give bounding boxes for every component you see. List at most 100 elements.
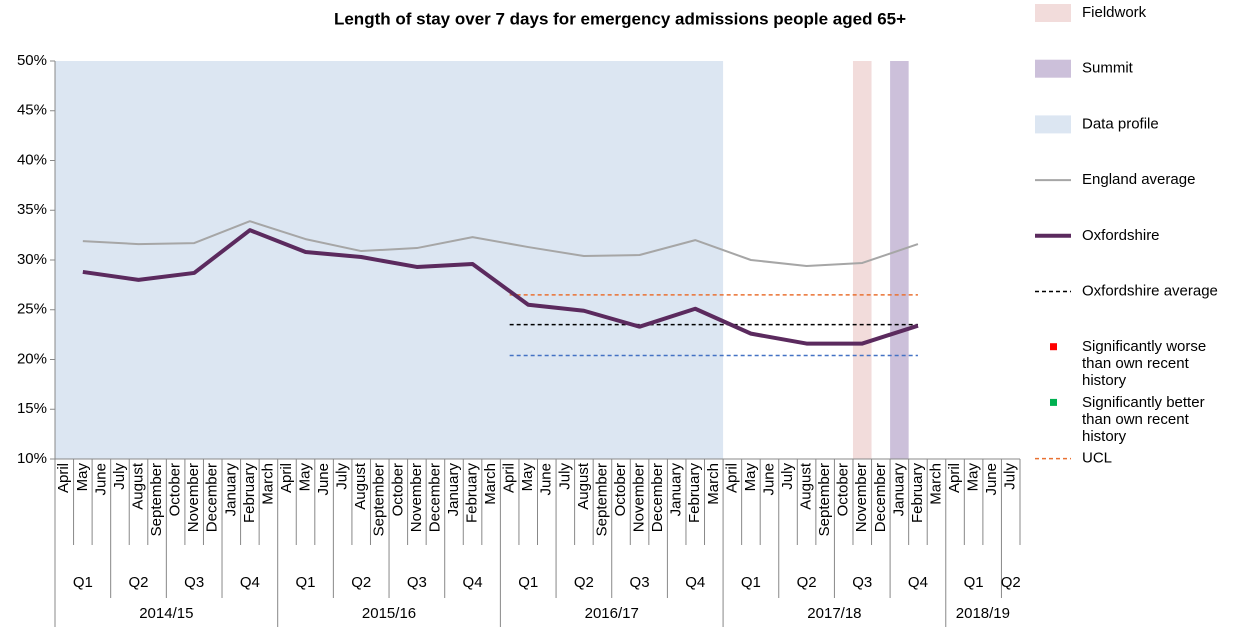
month-label: October	[612, 463, 629, 516]
month-label: January	[668, 463, 685, 517]
month-label: February	[241, 463, 258, 524]
legend-label: Oxfordshire	[1082, 227, 1160, 244]
month-label: June	[760, 463, 777, 496]
y-tick-label: 35%	[17, 201, 47, 218]
year-label: 2018/19	[956, 605, 1010, 622]
quarter-label: Q3	[630, 574, 650, 591]
month-label: July	[1002, 463, 1019, 490]
legend-label: Significantly better than own recent histo…	[1082, 394, 1205, 445]
quarter-label: Q4	[908, 574, 928, 591]
legend-label: Summit	[1082, 60, 1134, 77]
month-label: July	[556, 463, 573, 490]
month-label: May	[519, 463, 536, 492]
quarter-label: Q3	[852, 574, 872, 591]
month-label: March	[705, 463, 722, 505]
y-tick-label: 40%	[17, 151, 47, 168]
legend-label: England average	[1082, 171, 1195, 188]
month-label: August	[798, 462, 815, 510]
month-label: April	[723, 463, 740, 493]
month-label: December	[204, 463, 221, 532]
quarter-label: Q2	[574, 574, 594, 591]
y-tick-label: 45%	[17, 102, 47, 119]
month-label: October	[389, 463, 406, 516]
y-tick-label: 15%	[17, 400, 47, 417]
legend-label: Significantly worse than own recent histor…	[1082, 338, 1206, 389]
shaded-region	[890, 61, 909, 459]
month-label: November	[853, 463, 870, 532]
legend-swatch	[1050, 398, 1057, 406]
legend-swatch	[1050, 343, 1057, 351]
month-label: June	[315, 463, 332, 496]
month-label: February	[464, 463, 481, 524]
quarter-label: Q1	[518, 574, 538, 591]
month-label: April	[501, 463, 518, 493]
month-label: September	[593, 463, 610, 536]
month-label: May	[965, 463, 982, 492]
month-label: March	[927, 463, 944, 505]
legend-label: Oxfordshire average	[1082, 282, 1218, 299]
year-label: 2017/18	[807, 605, 861, 622]
legend-label: UCL	[1082, 450, 1112, 467]
series-line	[82, 228, 919, 346]
month-label: July	[779, 463, 796, 490]
month-label: August	[352, 462, 369, 510]
month-label: November	[408, 463, 425, 532]
month-label: April	[55, 463, 72, 493]
quarter-label: Q4	[463, 574, 483, 591]
month-label: September	[371, 463, 388, 536]
month-label: June	[538, 463, 555, 496]
month-label: February	[686, 463, 703, 524]
month-label: May	[296, 463, 313, 492]
month-label: October	[167, 463, 184, 516]
month-label: June	[983, 463, 1000, 496]
month-label: May	[74, 463, 91, 492]
y-tick-label: 20%	[17, 350, 47, 367]
quarter-label: Q2	[129, 574, 149, 591]
quarter-label: Q3	[184, 574, 204, 591]
legend-swatch	[1035, 59, 1071, 78]
month-label: May	[742, 463, 759, 492]
month-label: September	[148, 463, 165, 536]
month-label: September	[816, 463, 833, 536]
month-label: April	[278, 463, 295, 493]
month-label: March	[259, 463, 276, 505]
series-line	[82, 220, 919, 267]
quarter-label: Q4	[240, 574, 260, 591]
year-label: 2015/16	[362, 605, 416, 622]
month-label: August	[129, 462, 146, 510]
quarter-label: Q2	[1001, 574, 1021, 591]
quarter-label: Q4	[685, 574, 705, 591]
year-label: 2016/17	[585, 605, 639, 622]
month-label: December	[649, 463, 666, 532]
month-label: March	[482, 463, 499, 505]
quarter-label: Q1	[296, 574, 316, 591]
year-label: 2014/15	[139, 605, 193, 622]
quarter-label: Q2	[797, 574, 817, 591]
month-label: July	[111, 463, 128, 490]
month-label: January	[445, 463, 462, 517]
month-label: January	[222, 463, 239, 517]
y-tick-label: 30%	[17, 251, 47, 268]
month-label: December	[426, 463, 443, 532]
y-tick-label: 50%	[17, 52, 47, 69]
legend-swatch	[1035, 115, 1071, 134]
month-label: November	[185, 463, 202, 532]
month-label: April	[946, 463, 963, 493]
month-label: October	[835, 463, 852, 516]
month-label: June	[92, 463, 109, 496]
quarter-label: Q1	[964, 574, 984, 591]
legend-label: Fieldwork	[1082, 4, 1147, 21]
y-tick-label: 25%	[17, 301, 47, 318]
chart-title: Length of stay over 7 days for emergency…	[334, 9, 906, 28]
month-label: July	[334, 463, 351, 490]
month-label: February	[909, 463, 926, 524]
legend-swatch	[1035, 4, 1071, 22]
shaded-region	[852, 61, 872, 459]
quarter-label: Q3	[407, 574, 427, 591]
legend-label: Data profile	[1082, 115, 1159, 132]
month-label: January	[890, 463, 907, 517]
quarter-label: Q2	[351, 574, 371, 591]
month-label: August	[575, 462, 592, 510]
y-tick-label: 10%	[17, 450, 47, 467]
